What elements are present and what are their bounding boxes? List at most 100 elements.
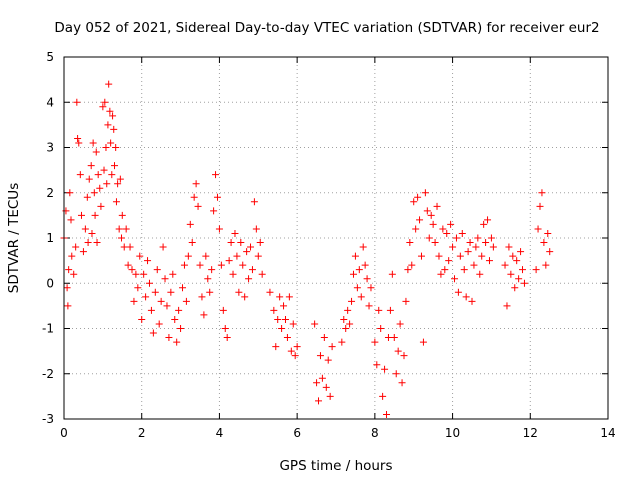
data-point (542, 261, 550, 269)
y-tick-label: 3 (46, 141, 54, 155)
data-point (118, 234, 126, 242)
data-point (291, 352, 299, 360)
data-point (283, 334, 291, 342)
data-point (210, 207, 218, 215)
data-point (383, 410, 391, 418)
y-tick-label: 2 (46, 186, 54, 200)
data-point (151, 288, 159, 296)
data-point (406, 239, 414, 247)
data-point (196, 261, 204, 269)
data-point (538, 189, 546, 197)
data-point (175, 306, 183, 314)
data-point (417, 252, 425, 260)
data-point (112, 144, 120, 151)
data-point (322, 383, 330, 391)
data-point (116, 175, 124, 183)
data-point (373, 361, 381, 369)
data-point (173, 338, 181, 346)
data-point (276, 293, 284, 301)
data-point (84, 239, 92, 247)
data-point (410, 198, 418, 206)
data-point (93, 239, 101, 247)
data-point (278, 325, 286, 332)
data-point (447, 220, 455, 228)
data-point (75, 139, 83, 147)
grid (64, 57, 608, 419)
data-point (474, 234, 482, 242)
data-point (241, 293, 249, 301)
data-point (367, 284, 375, 292)
data-point (398, 379, 406, 387)
data-point (109, 112, 117, 120)
data-point (204, 275, 212, 283)
data-point (217, 261, 225, 269)
data-point (124, 261, 132, 269)
data-point (480, 220, 488, 228)
data-point (419, 338, 427, 346)
data-point (245, 275, 253, 283)
data-point (155, 320, 163, 328)
data-point (340, 315, 348, 323)
data-point (221, 325, 229, 332)
data-point (544, 229, 552, 237)
data-point (408, 261, 416, 269)
x-tick-label: 6 (293, 426, 301, 440)
data-point (96, 184, 104, 192)
x-tick-label: 8 (371, 426, 379, 440)
data-point (348, 297, 356, 305)
y-tick-label: -3 (42, 412, 54, 426)
x-tick-label: 2 (138, 426, 146, 440)
data-point (258, 270, 266, 278)
data-point (534, 225, 542, 233)
data-point (102, 144, 110, 151)
data-point (489, 243, 497, 251)
data-point (250, 198, 258, 206)
data-point (252, 225, 260, 233)
data-point (111, 162, 119, 170)
data-point (140, 270, 148, 278)
data-point (144, 257, 152, 265)
data-point (254, 252, 262, 260)
data-point (402, 297, 410, 305)
data-point (83, 193, 91, 201)
data-point (346, 320, 354, 328)
data-point (237, 239, 245, 247)
data-point (412, 225, 420, 233)
data-point (381, 365, 389, 373)
data-point (318, 374, 326, 382)
data-point (392, 370, 400, 378)
data-point (377, 325, 385, 332)
data-point (184, 252, 192, 260)
data-point (223, 334, 231, 342)
data-point (208, 266, 216, 274)
data-point (287, 347, 295, 355)
x-tick-label: 14 (600, 426, 615, 440)
data-point (159, 243, 167, 251)
data-point (243, 248, 251, 256)
data-point (365, 302, 373, 310)
data-point (484, 216, 492, 224)
data-point (126, 243, 134, 251)
x-tick-label: 12 (523, 426, 538, 440)
data-point (441, 266, 449, 274)
data-point (97, 202, 105, 210)
data-point (443, 229, 451, 237)
data-point (472, 243, 480, 251)
x-tick-label: 4 (216, 426, 224, 440)
data-point (167, 288, 175, 296)
data-point (423, 207, 431, 215)
data-point (315, 397, 323, 405)
data-point (77, 211, 85, 219)
data-point (503, 302, 511, 310)
data-point (435, 252, 443, 260)
data-point (192, 180, 200, 188)
data-point (449, 243, 457, 251)
data-point (90, 189, 98, 197)
data-point (110, 125, 118, 133)
data-point (519, 266, 527, 274)
data-point (76, 171, 84, 179)
data-point (454, 288, 462, 296)
data-point (200, 311, 208, 319)
data-point (501, 261, 509, 269)
data-point (344, 306, 352, 314)
